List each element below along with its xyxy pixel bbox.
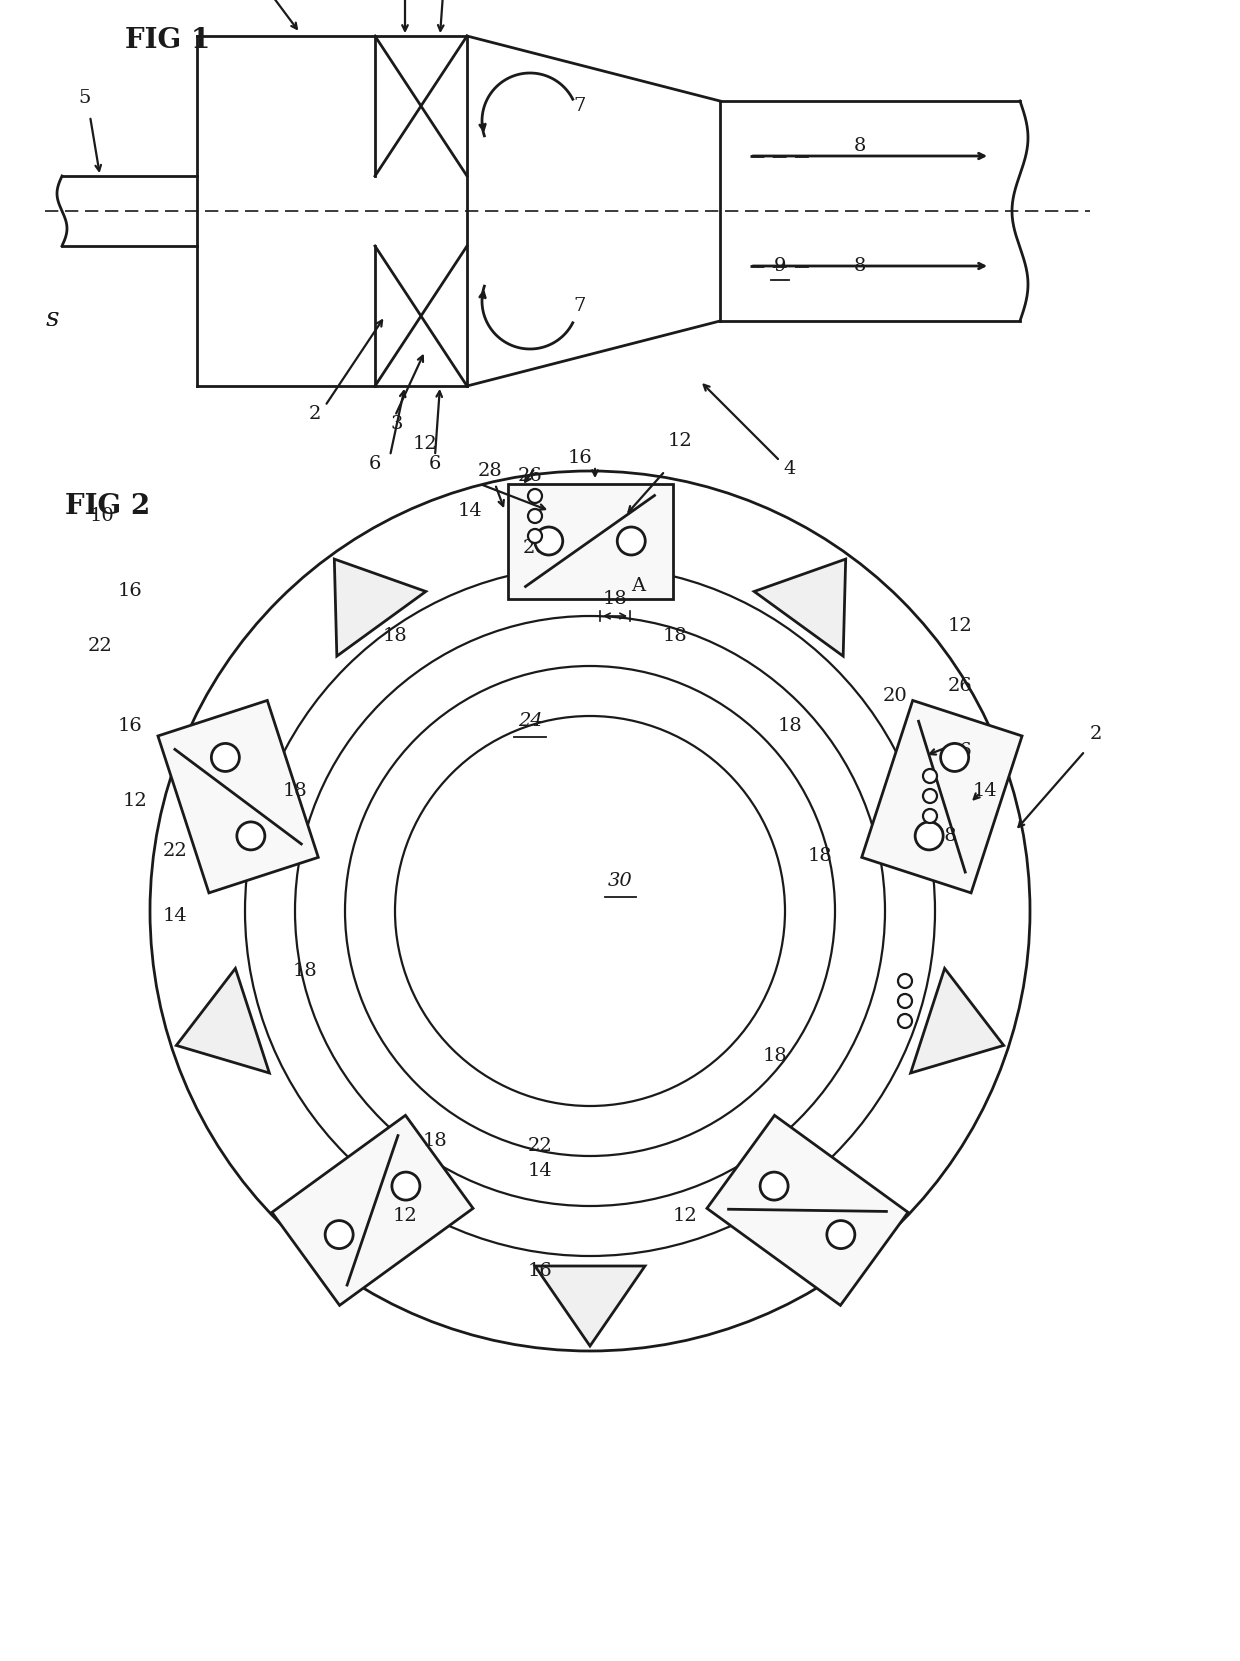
Text: 22: 22 — [88, 638, 113, 654]
Text: 12: 12 — [947, 616, 972, 635]
Text: 18: 18 — [423, 1133, 448, 1149]
Text: 7: 7 — [574, 297, 587, 316]
Text: S: S — [46, 312, 58, 331]
Circle shape — [528, 508, 542, 523]
Text: 24: 24 — [517, 713, 542, 729]
Text: S: S — [46, 312, 58, 331]
Text: FIG 2: FIG 2 — [64, 493, 150, 520]
Text: 14: 14 — [162, 907, 187, 925]
Text: 18: 18 — [293, 962, 317, 980]
Circle shape — [941, 744, 968, 771]
Polygon shape — [707, 1115, 908, 1306]
Circle shape — [237, 822, 265, 850]
Text: 12: 12 — [413, 435, 438, 453]
Text: 18: 18 — [603, 590, 627, 608]
Text: 2: 2 — [1090, 724, 1102, 742]
Text: 14: 14 — [972, 782, 997, 801]
Text: 2: 2 — [309, 405, 321, 424]
Text: 12: 12 — [393, 1208, 418, 1226]
Polygon shape — [534, 1266, 645, 1345]
Text: 20: 20 — [883, 688, 908, 704]
Text: 10: 10 — [91, 507, 115, 525]
Polygon shape — [272, 1115, 474, 1306]
Text: 18: 18 — [763, 1046, 787, 1065]
Text: 5: 5 — [79, 90, 92, 106]
Text: 28: 28 — [477, 462, 502, 480]
Circle shape — [898, 973, 911, 988]
Circle shape — [827, 1221, 854, 1249]
Polygon shape — [335, 560, 425, 656]
Text: 8: 8 — [854, 257, 867, 276]
Circle shape — [923, 809, 937, 822]
Text: 6: 6 — [368, 455, 381, 473]
Text: 28: 28 — [932, 827, 957, 845]
Text: 12: 12 — [123, 792, 148, 811]
Circle shape — [618, 527, 645, 555]
Text: 20: 20 — [522, 540, 547, 556]
Text: 14: 14 — [528, 1163, 552, 1179]
Circle shape — [150, 472, 1030, 1350]
Text: 18: 18 — [283, 782, 308, 801]
Circle shape — [392, 1173, 420, 1201]
Text: 18: 18 — [777, 718, 802, 736]
Circle shape — [528, 488, 542, 503]
Text: 14: 14 — [458, 502, 482, 520]
Circle shape — [325, 1221, 353, 1249]
Text: A: A — [631, 576, 645, 595]
Text: 12: 12 — [672, 1208, 697, 1226]
Circle shape — [760, 1173, 789, 1201]
Text: 16: 16 — [118, 718, 143, 736]
Text: 6: 6 — [429, 455, 441, 473]
Text: 16: 16 — [947, 742, 972, 761]
Text: 3: 3 — [391, 415, 403, 434]
Polygon shape — [176, 968, 269, 1073]
Text: 18: 18 — [662, 626, 687, 644]
Circle shape — [898, 1013, 911, 1028]
Text: 22: 22 — [528, 1138, 552, 1154]
Polygon shape — [862, 701, 1022, 894]
Circle shape — [923, 769, 937, 782]
Text: 26: 26 — [947, 678, 972, 694]
Polygon shape — [754, 560, 846, 656]
Polygon shape — [507, 483, 672, 598]
Text: 22: 22 — [162, 842, 187, 860]
Polygon shape — [157, 701, 319, 894]
Text: 12: 12 — [667, 432, 692, 450]
Circle shape — [923, 789, 937, 802]
Text: 16: 16 — [568, 448, 593, 467]
Polygon shape — [910, 968, 1003, 1073]
Text: 4: 4 — [784, 460, 796, 478]
Text: 8: 8 — [854, 136, 867, 154]
Text: FIG 1: FIG 1 — [125, 28, 211, 55]
Circle shape — [898, 993, 911, 1008]
Circle shape — [534, 527, 563, 555]
Text: 18: 18 — [807, 847, 832, 865]
Text: 26: 26 — [517, 467, 542, 485]
Text: 9: 9 — [774, 257, 786, 276]
Text: 30: 30 — [608, 872, 632, 890]
Circle shape — [915, 822, 944, 850]
Circle shape — [211, 744, 239, 771]
Circle shape — [528, 528, 542, 543]
Text: 16: 16 — [118, 581, 143, 600]
Text: 7: 7 — [574, 96, 587, 115]
Text: 16: 16 — [528, 1262, 552, 1281]
Text: 18: 18 — [383, 626, 408, 644]
